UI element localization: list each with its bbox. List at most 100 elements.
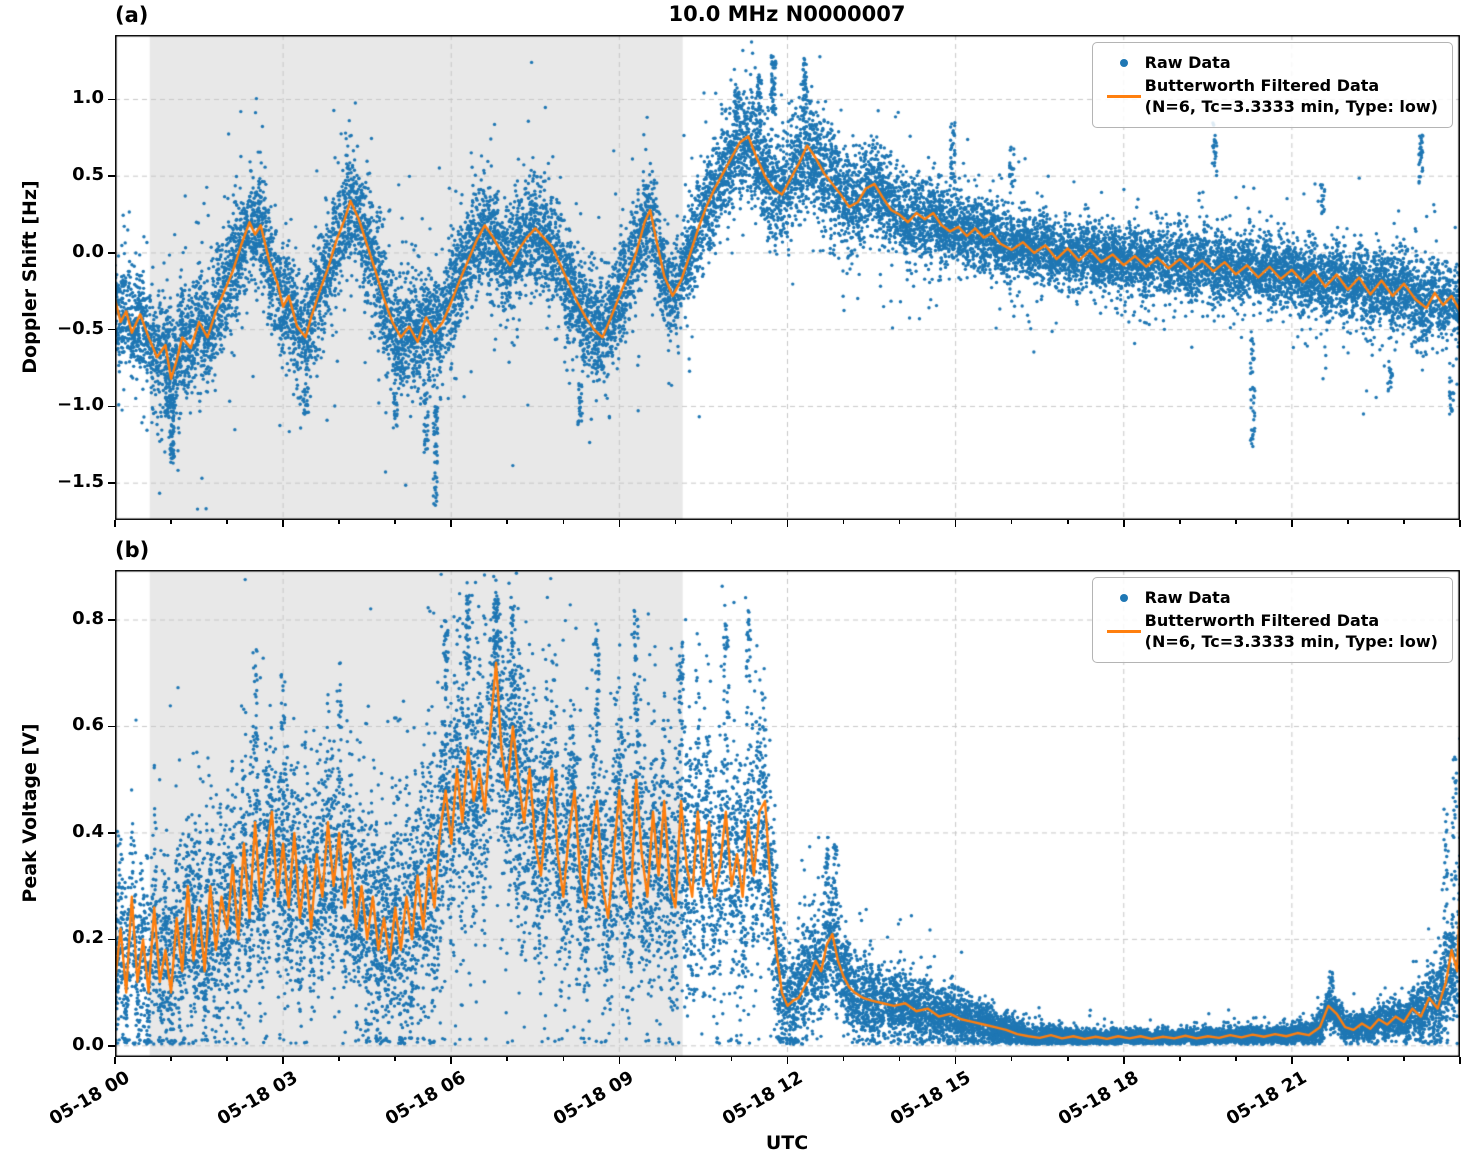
x-tick-mark <box>226 520 228 524</box>
legend-raw-label: Raw Data <box>1144 588 1231 607</box>
x-tick-mark <box>954 1057 957 1064</box>
y-tick-mark <box>108 405 115 408</box>
y-tick-mark <box>108 619 115 621</box>
x-tick-mark <box>450 1057 453 1064</box>
x-tick-mark <box>1403 1057 1405 1061</box>
y-tick-mark <box>108 482 115 484</box>
x-tick-mark <box>674 1057 677 1061</box>
y-tick-label: 1.0 <box>72 87 104 109</box>
y-axis-label-doppler-shift: Doppler Shift [Hz] <box>19 180 41 374</box>
x-tick-mark <box>898 520 901 524</box>
x-tick-mark <box>282 520 284 527</box>
x-tick-mark <box>1459 520 1461 527</box>
x-tick-mark <box>786 1057 789 1064</box>
x-tick-mark <box>282 1057 284 1064</box>
y-tick-mark <box>108 328 115 331</box>
x-tick-label: 05-18 18 <box>1054 1067 1143 1130</box>
x-axis-label: UTC <box>765 1132 809 1154</box>
y-tick-mark <box>108 98 115 101</box>
y-tick-label: −1.0 <box>57 394 104 416</box>
x-tick-mark <box>394 1057 396 1061</box>
x-tick-mark <box>674 520 677 524</box>
y-axis-label-peak-voltage: Peak Voltage [V] <box>19 723 41 903</box>
x-tick-mark <box>618 1057 621 1064</box>
panel-a-label: (a) <box>115 3 149 27</box>
x-tick-mark <box>730 520 733 524</box>
x-tick-mark <box>1122 1057 1125 1064</box>
x-tick-mark <box>338 520 340 524</box>
x-tick-mark <box>114 520 116 527</box>
x-tick-mark <box>170 1057 172 1061</box>
x-tick-mark <box>1178 520 1181 524</box>
x-tick-mark <box>898 1057 901 1061</box>
x-tick-label: 05-18 21 <box>1222 1067 1311 1130</box>
x-tick-mark <box>842 1057 845 1061</box>
chart-title: 10.0 MHz N0000007 <box>668 2 906 26</box>
x-tick-label: 05-18 09 <box>550 1067 638 1130</box>
y-tick-mark <box>108 252 115 254</box>
x-tick-mark <box>842 520 845 524</box>
x-tick-mark <box>1178 1057 1181 1061</box>
legend-panel-b: Raw Data Butterworth Filtered Data (N=6, … <box>1091 577 1453 664</box>
legend-entry-filtered-data: Butterworth Filtered Data (N=6, Tc=3.3333… <box>1103 76 1438 118</box>
legend-entry-filtered-data: Butterworth Filtered Data (N=6, Tc=3.3333… <box>1103 611 1438 653</box>
legend-panel-a: Raw Data Butterworth Filtered Data (N=6, … <box>1091 42 1453 129</box>
x-tick-mark <box>1291 1057 1293 1064</box>
x-tick-mark <box>1403 520 1405 524</box>
y-tick-label: 0.6 <box>72 714 104 736</box>
x-tick-mark <box>226 1057 228 1061</box>
x-tick-mark <box>394 520 396 524</box>
y-tick-mark <box>108 725 115 728</box>
x-tick-mark <box>786 520 789 527</box>
y-tick-mark <box>108 175 115 177</box>
y-tick-mark <box>108 938 115 941</box>
x-tick-mark <box>1459 1057 1461 1064</box>
legend-filtered-label: Butterworth Filtered Data (N=6, Tc=3.3333… <box>1144 610 1438 651</box>
x-tick-label: 05-18 15 <box>886 1067 975 1130</box>
x-tick-label: 05-18 12 <box>718 1067 806 1130</box>
x-tick-mark <box>338 1057 340 1061</box>
y-tick-mark <box>108 1045 115 1047</box>
filtered-line-marker-icon <box>1103 95 1145 99</box>
legend-entry-raw-data: Raw Data <box>1103 53 1438 74</box>
y-tick-label: 0.4 <box>72 820 104 842</box>
x-tick-mark <box>730 1057 733 1061</box>
x-tick-label: 05-18 00 <box>46 1067 134 1130</box>
legend-entry-raw-data: Raw Data <box>1103 588 1438 609</box>
x-tick-mark <box>1235 520 1237 524</box>
x-tick-mark <box>1010 520 1013 524</box>
filtered-line-marker-icon <box>1103 630 1145 634</box>
legend-raw-label: Raw Data <box>1144 53 1231 72</box>
x-tick-mark <box>562 520 565 524</box>
legend-filtered-label: Butterworth Filtered Data (N=6, Tc=3.3333… <box>1144 75 1438 116</box>
x-tick-mark <box>954 520 957 527</box>
panel-b-label: (b) <box>115 538 150 562</box>
y-tick-label: −0.5 <box>57 317 104 339</box>
x-tick-mark <box>1235 1057 1237 1061</box>
y-tick-mark <box>108 832 115 834</box>
y-tick-label: 0.5 <box>72 164 104 186</box>
x-tick-mark <box>1347 1057 1349 1061</box>
x-tick-mark <box>1291 520 1293 527</box>
x-tick-mark <box>618 520 621 527</box>
y-tick-label: −1.5 <box>57 471 104 493</box>
raw-data-marker-icon <box>1103 59 1145 68</box>
x-tick-label: 05-18 03 <box>214 1067 302 1130</box>
y-tick-label: 0.8 <box>72 608 104 630</box>
x-tick-mark <box>114 1057 116 1064</box>
x-tick-mark <box>506 520 509 524</box>
y-tick-label: 0.2 <box>72 927 104 949</box>
x-tick-mark <box>1347 520 1349 524</box>
x-tick-mark <box>506 1057 509 1061</box>
x-tick-mark <box>1066 1057 1069 1061</box>
x-tick-mark <box>450 520 453 527</box>
x-tick-mark <box>1066 520 1069 524</box>
x-tick-mark <box>170 520 172 524</box>
x-tick-mark <box>1010 1057 1013 1061</box>
x-tick-mark <box>562 1057 565 1061</box>
x-tick-label: 05-18 06 <box>382 1067 470 1130</box>
y-tick-label: 0.0 <box>72 1033 104 1055</box>
x-tick-mark <box>1122 520 1125 527</box>
y-tick-label: 0.0 <box>72 240 104 262</box>
